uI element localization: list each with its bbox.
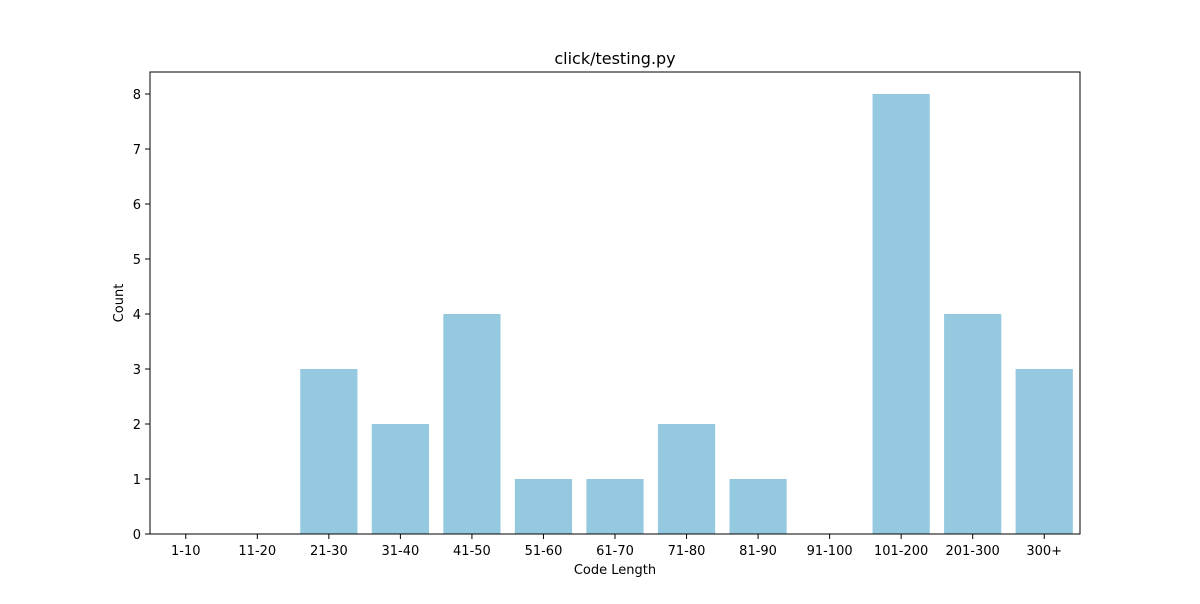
- y-axis-label: Count: [112, 284, 127, 323]
- y-tick-label: 1: [133, 473, 141, 488]
- x-axis-ticks: 1-10 11-20 21-30 31-40 41-50 51-60 61-70 71-80 8…: [171, 534, 1062, 559]
- bar-61-70: [586, 479, 644, 534]
- bar-201-300: [944, 314, 1002, 534]
- bar-21-30: [300, 369, 358, 534]
- bars-layer: [300, 94, 1073, 534]
- y-tick-label: 3: [133, 363, 141, 378]
- x-tick-label: 91-100: [807, 544, 853, 559]
- x-axis-label: Code Length: [574, 563, 656, 578]
- plot-area-frame: [149, 71, 1081, 535]
- x-tick-label: 81-90: [739, 544, 777, 559]
- y-tick-label: 0: [133, 528, 141, 543]
- x-tick-label: 61-70: [596, 544, 634, 559]
- x-tick-label: 41-50: [453, 544, 491, 559]
- x-tick-label: 31-40: [381, 544, 419, 559]
- x-tick-label: 71-80: [668, 544, 706, 559]
- bar-300+: [1015, 369, 1073, 534]
- y-tick-label: 8: [133, 88, 141, 103]
- bar-101-200: [872, 94, 930, 534]
- bar-41-50: [443, 314, 501, 534]
- x-tick-label: 300+: [1026, 544, 1062, 559]
- x-tick-label: 1-10: [171, 544, 201, 559]
- bar-71-80: [657, 424, 716, 534]
- x-tick-label: 21-30: [310, 544, 348, 559]
- bar-81-90: [729, 479, 787, 534]
- x-tick-label: 11-20: [238, 544, 276, 559]
- x-tick-label: 201-300: [946, 544, 1000, 559]
- chart-title: click/testing.py: [554, 49, 675, 68]
- y-axis-ticks: 0 1 2 3 4 5 6 7 8: [133, 88, 150, 543]
- y-tick-label: 4: [133, 308, 141, 323]
- y-tick-label: 7: [133, 143, 141, 158]
- y-tick-label: 2: [133, 418, 141, 433]
- x-tick-label: 51-60: [525, 544, 563, 559]
- y-tick-label: 5: [133, 253, 141, 268]
- x-tick-label: 101-200: [874, 544, 928, 559]
- y-tick-label: 6: [133, 198, 141, 213]
- bar-31-40: [371, 424, 429, 534]
- bar-51-60: [514, 479, 573, 534]
